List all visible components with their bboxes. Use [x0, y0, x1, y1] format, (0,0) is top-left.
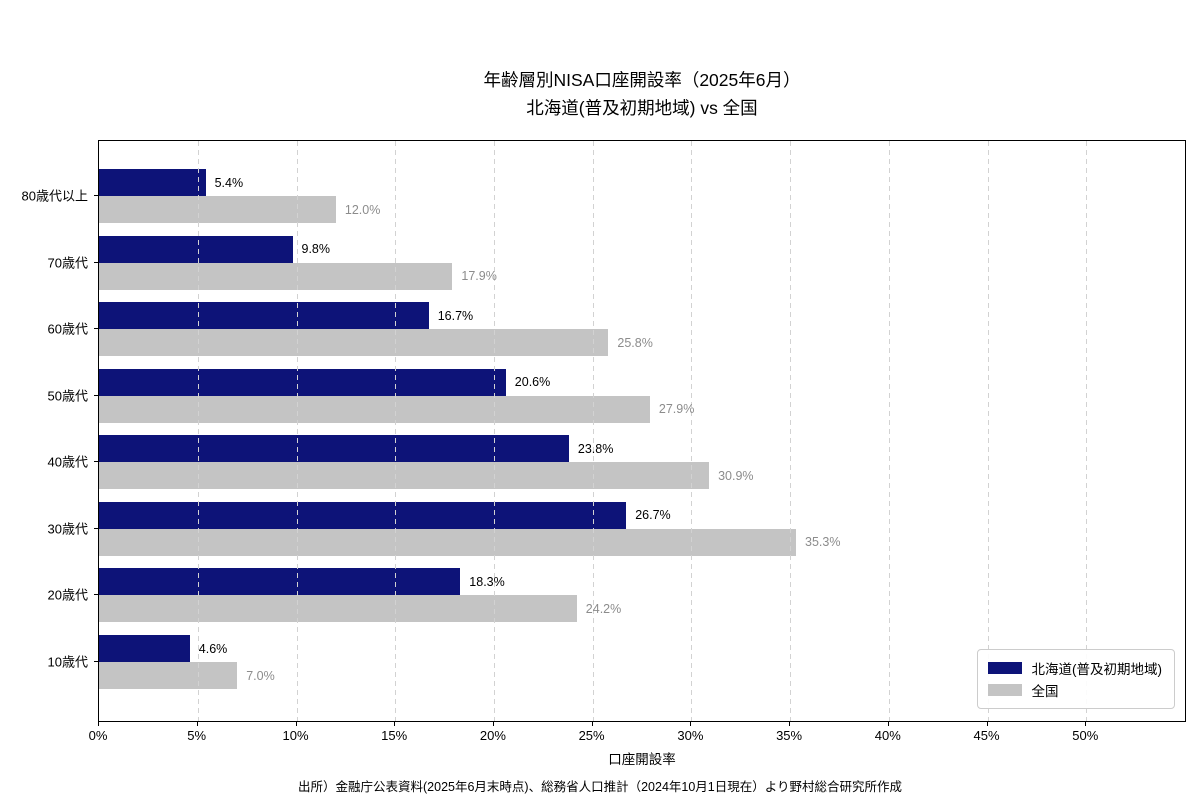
y-axis-tick-mark	[94, 195, 98, 196]
x-axis-tick-mark	[887, 722, 889, 726]
legend-swatch-hokkaido	[987, 662, 1022, 674]
x-axis-tick-mark	[591, 722, 593, 726]
plot-area: 北海道(普及初期地域) 全国 5.4% 12.0% 9.8% 17.9% 16.7% 25…	[98, 140, 1186, 722]
x-axis-tick-label: 0%	[88, 728, 108, 743]
x-axis-tick-label: 40%	[874, 728, 901, 743]
national-value-label-0: 12.0%	[344, 202, 381, 217]
y-axis-tick-mark	[94, 461, 98, 463]
national-bar-3	[99, 395, 650, 423]
x-axis-tick-mark	[492, 722, 494, 726]
national-bar-7	[99, 662, 238, 689]
hokkaido-value-label-2: 16.7%	[437, 308, 474, 323]
y-axis-tick-mark	[94, 394, 98, 396]
x-axis-tick-label: 10%	[282, 728, 309, 743]
national-value-label-3: 27.9%	[658, 402, 695, 417]
y-axis-label-2: 60歳代	[47, 321, 88, 337]
x-axis-tick-label: 20%	[479, 728, 506, 743]
national-bar-5	[99, 528, 796, 556]
x-axis-tick-label: 25%	[578, 728, 605, 743]
x-axis-tick-mark	[986, 722, 988, 726]
legend-item-hokkaido: 北海道(普及初期地域)	[987, 657, 1163, 679]
x-axis-tick-mark	[295, 722, 297, 726]
hokkaido-bar-2	[99, 302, 429, 330]
hokkaido-value-label-7: 4.6%	[198, 641, 228, 656]
y-axis-label-7: 10歳代	[47, 654, 88, 670]
y-axis-label-3: 50歳代	[47, 388, 88, 404]
gridline-x-10	[296, 141, 298, 721]
national-bar-2	[99, 329, 609, 357]
gridline-x-40	[888, 141, 890, 721]
hokkaido-value-label-0: 5.4%	[214, 175, 244, 190]
chart-title-line1: 年齢層別NISA口座開設率（2025年6月）	[483, 70, 801, 90]
x-axis-tick-mark	[690, 722, 692, 726]
x-axis-tick-label: 35%	[776, 728, 803, 743]
hokkaido-bar-0	[99, 169, 206, 196]
y-axis-tick-mark	[94, 527, 98, 529]
hokkaido-bar-6	[99, 568, 461, 596]
national-value-label-1: 17.9%	[461, 269, 497, 284]
gridline-x-45	[987, 141, 989, 721]
y-axis-label-4: 40歳代	[47, 454, 88, 470]
hokkaido-value-label-6: 18.3%	[469, 574, 505, 589]
x-axis-tick-label: 30%	[677, 728, 704, 743]
gridline-x-15	[395, 141, 397, 721]
y-axis-label-1: 70歳代	[47, 255, 88, 271]
x-axis-tick-mark	[1085, 722, 1087, 726]
national-value-label-5: 35.3%	[805, 535, 841, 550]
gridline-x-30	[691, 141, 693, 721]
gridline-x-5	[197, 141, 199, 721]
hokkaido-bar-3	[99, 368, 506, 396]
chart-title-line2: 北海道(普及初期地域) vs 全国	[526, 98, 758, 118]
legend-swatch-national	[987, 684, 1022, 696]
chart-title: 年齢層別NISA口座開設率（2025年6月） 北海道(普及初期地域) vs 全国	[98, 66, 1186, 122]
hokkaido-bar-4	[99, 435, 569, 463]
x-axis-tick-label: 50%	[1072, 728, 1099, 743]
national-value-label-2: 25.8%	[617, 335, 653, 350]
legend-label-hokkaido: 北海道(普及初期地域)	[1031, 662, 1163, 677]
x-axis-tick-mark	[98, 722, 99, 726]
x-axis-tick-label: 45%	[973, 728, 1000, 743]
national-bar-0	[99, 196, 336, 223]
y-axis-tick-mark	[94, 261, 98, 263]
x-axis-tick-mark	[789, 722, 791, 726]
y-axis-label-5: 30歳代	[47, 521, 88, 537]
national-value-label-6: 24.2%	[585, 601, 622, 616]
national-value-label-4: 30.9%	[718, 468, 754, 483]
x-axis-title: 口座開設率	[608, 752, 676, 767]
x-axis-tick-mark	[196, 722, 198, 726]
hokkaido-bar-7	[99, 635, 190, 662]
source-note: 出所）金融庁公表資料(2025年6月末時点)、総務省人口推計（2024年10月1…	[298, 780, 902, 794]
legend-item-national: 全国	[987, 679, 1163, 701]
y-axis-label-0: 80歳代以上	[21, 188, 88, 204]
y-axis-tick-mark	[94, 328, 98, 330]
legend: 北海道(普及初期地域) 全国	[976, 649, 1175, 709]
legend-label-national: 全国	[1031, 684, 1059, 699]
hokkaido-value-label-3: 20.6%	[514, 375, 551, 390]
hokkaido-value-label-1: 9.8%	[301, 242, 331, 257]
gridline-x-20	[493, 141, 495, 721]
y-axis-label-6: 20歳代	[47, 587, 88, 603]
hokkaido-bar-5	[99, 501, 627, 529]
gridline-x-35	[790, 141, 792, 721]
national-bar-1	[99, 262, 453, 290]
gridline-x-50	[1086, 141, 1088, 721]
y-axis-tick-mark	[94, 594, 98, 596]
hokkaido-value-label-5: 26.7%	[635, 508, 671, 523]
national-bar-4	[99, 462, 710, 490]
hokkaido-bar-1	[99, 235, 293, 263]
x-axis-tick-mark	[394, 722, 396, 726]
hokkaido-value-label-4: 23.8%	[577, 441, 614, 456]
y-axis-tick-mark	[94, 661, 98, 662]
x-axis-tick-label: 5%	[187, 728, 207, 743]
x-axis-tick-label: 15%	[381, 728, 408, 743]
national-value-label-7: 7.0%	[246, 668, 275, 683]
gridline-x-25	[592, 141, 594, 721]
national-bar-6	[99, 595, 577, 623]
